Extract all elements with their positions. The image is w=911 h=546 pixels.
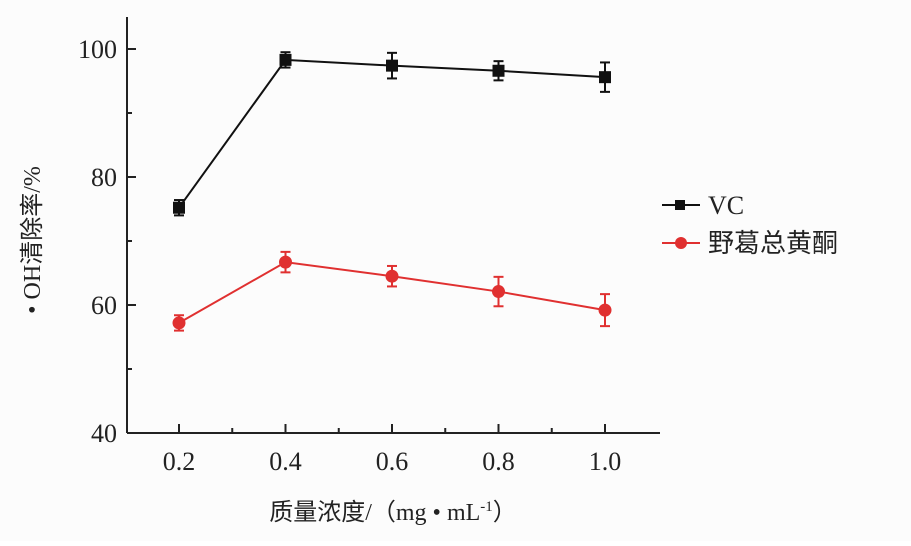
legend-marker-circle bbox=[675, 237, 687, 249]
x-tick-label: 1.0 bbox=[589, 447, 622, 476]
y-tick-label: 40 bbox=[91, 419, 117, 448]
data-point-square bbox=[492, 64, 505, 77]
data-point-circle bbox=[279, 255, 292, 269]
y-axis-label: • OH清除率/% bbox=[19, 166, 46, 314]
x-tick-label: 0.2 bbox=[163, 447, 196, 476]
series-vc bbox=[173, 51, 611, 217]
legend-label: 野葛总黄酮 bbox=[708, 229, 838, 258]
data-point-square bbox=[599, 71, 611, 84]
data-point-square bbox=[386, 59, 398, 72]
x-axis-label-base: 质量浓度/（mg • mL bbox=[269, 499, 480, 526]
data-point-circle bbox=[385, 269, 399, 283]
y-tick-label: 60 bbox=[91, 291, 117, 320]
series-group bbox=[172, 51, 612, 332]
x-axis-label-end: ） bbox=[493, 500, 517, 526]
series-flavonoid bbox=[172, 250, 612, 332]
x-axis-label: 质量浓度/（mg • mL-1） bbox=[269, 499, 517, 526]
data-point-square bbox=[279, 53, 292, 66]
x-tick-label: 0.4 bbox=[269, 447, 302, 476]
legend-marker-square bbox=[675, 200, 685, 210]
data-point-circle bbox=[172, 316, 186, 330]
y-tick-label: 100 bbox=[78, 35, 117, 64]
series-line bbox=[178, 58, 606, 209]
axes: 40 60 80 100 0.2 0.4 0.6 0.8 1.0 bbox=[78, 17, 660, 476]
y-tick-label: 80 bbox=[91, 163, 117, 192]
x-tick-label: 0.6 bbox=[376, 447, 409, 476]
x-tick-label: 0.8 bbox=[482, 447, 515, 476]
legend: VC 野葛总黄酮 bbox=[662, 191, 838, 258]
x-axis-label-sup: -1 bbox=[480, 499, 493, 515]
data-point-circle bbox=[492, 285, 505, 299]
data-point-circle bbox=[598, 303, 612, 317]
data-point-square bbox=[173, 201, 185, 214]
legend-label: VC bbox=[708, 191, 744, 220]
